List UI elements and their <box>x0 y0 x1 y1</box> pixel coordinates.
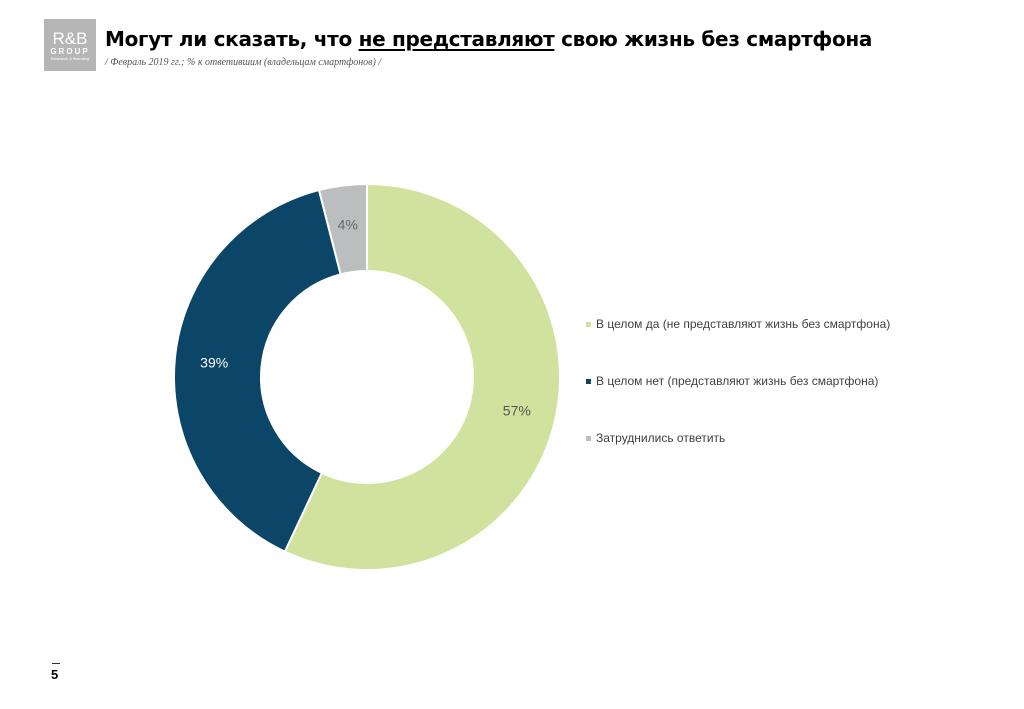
slice-no <box>173 188 342 553</box>
page-title: Могут ли сказать, что не представляют св… <box>105 27 872 51</box>
page-number-bar <box>52 663 60 664</box>
slice-yes <box>283 182 561 571</box>
title-part-1: Могут ли сказать, что <box>105 27 359 51</box>
page-number: 5 <box>51 667 59 682</box>
slice-yes-label: 57% <box>503 402 531 418</box>
legend-label: Затруднились ответить <box>596 431 726 445</box>
slice-hard-to-say-label: 4% <box>338 217 358 233</box>
title-underlined: не представляют <box>358 27 555 51</box>
legend-item: Затруднились ответить <box>586 431 725 445</box>
logo-line-3: Research & Branding <box>50 56 90 61</box>
legend-swatch-icon <box>586 378 591 384</box>
title-part-2: свою жизнь без смартфона <box>554 27 873 51</box>
slice-hard-to-say <box>317 182 368 276</box>
legend-item: В целом нет (представляют жизнь без смар… <box>586 374 878 388</box>
legend-swatch-icon <box>586 321 591 327</box>
company-logo: R&B GROUP Research & Branding <box>44 19 96 71</box>
logo-line-2: GROUP <box>50 47 90 56</box>
legend-swatch-icon <box>586 435 591 441</box>
legend-label: В целом да (не представляют жизнь без см… <box>596 317 891 331</box>
legend-item: В целом да (не представляют жизнь без см… <box>586 317 890 331</box>
logo-line-1: R&B <box>52 29 88 48</box>
slice-no-label: 39% <box>200 355 228 371</box>
legend-label: В целом нет (представляют жизнь без смар… <box>596 374 879 388</box>
page-subtitle: / Февраль 2019 гг.; % к ответившим (влад… <box>105 57 382 68</box>
